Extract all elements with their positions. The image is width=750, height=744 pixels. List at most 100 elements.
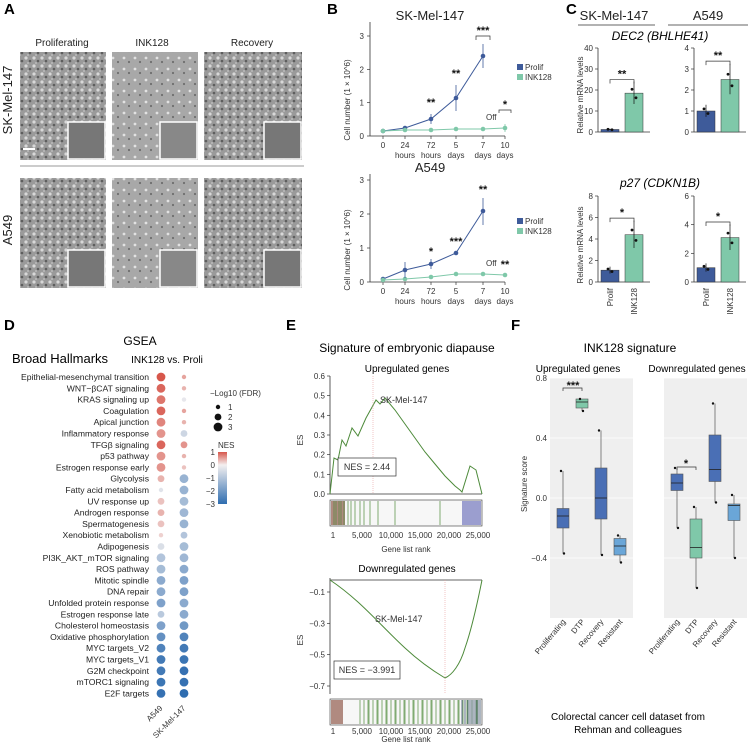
c-dec2-a549-ytick: 0 <box>685 128 690 137</box>
c-p27-skmel-ytick: 2 <box>589 257 594 266</box>
d-dot-a549 <box>156 395 166 404</box>
e-up-ytick: 0.1 <box>314 470 326 479</box>
e-up-xtick: 15,000 <box>408 531 433 540</box>
f-caption-2: Rehman and colleagues <box>574 725 682 736</box>
d-nes-tick: −3 <box>206 500 216 509</box>
c-p27-a549-xcat: INK128 <box>726 287 735 314</box>
d-dot-a549 <box>156 564 166 574</box>
d-dot-skmel147 <box>180 430 188 437</box>
d-dot-skmel147 <box>179 564 189 574</box>
d-hallmark-label: Coagulation <box>103 406 149 416</box>
b-bottom-xtick: 5 <box>454 287 459 296</box>
e-up-xtick: 20,000 <box>437 531 462 540</box>
e-up-ytick: 0.5 <box>314 392 326 401</box>
d-dot-a549 <box>156 689 166 698</box>
b-top-title: SK-Mel-147 <box>396 8 465 23</box>
c-gene1: DEC2 (BHLHE41) <box>612 29 709 43</box>
c-p27-skmel-ytick: 8 <box>589 192 594 201</box>
b-bottom-sig-10d: ** <box>501 259 510 271</box>
b-bottom-off-label: Off <box>486 259 497 268</box>
b-top-xunit: days <box>497 151 514 160</box>
d-dot-skmel147 <box>179 587 189 597</box>
c-dec2-a549-ytick: 3 <box>685 65 690 74</box>
d-hallmark-label: Cholesterol homeostasis <box>55 621 149 631</box>
b-top-ytick: 0 <box>360 132 365 141</box>
d-dot-a549 <box>156 677 166 687</box>
c-p27-skmel-ytick: 6 <box>589 214 594 223</box>
d-hallmark-label: Adipogenesis <box>97 542 149 552</box>
b-bottom-ytick: 2 <box>360 210 365 219</box>
d-hallmark-label: Epithelial-mesenchymal transition <box>21 372 149 382</box>
d-dot-a549 <box>157 610 165 618</box>
d-dot-a549 <box>157 497 165 505</box>
d-fdr-legend-label: 1 <box>228 403 233 412</box>
e-down-ytick: −0.3 <box>309 619 325 628</box>
panel-letter-c: C <box>566 1 577 18</box>
b-top-xtick: 7 <box>481 141 486 150</box>
c-p27-a549-ytick: 4 <box>685 221 690 230</box>
c-header-a549: A549 <box>693 8 723 23</box>
d-dot-a549 <box>156 598 166 608</box>
d-compare: INK128 vs. Proli <box>131 355 203 366</box>
d-dot-skmel147 <box>179 666 189 676</box>
d-dot-a549 <box>156 463 166 472</box>
d-nes-tick: −2 <box>206 487 216 496</box>
d-hallmark-label: Androgen response <box>74 508 149 518</box>
c-header-skmel: SK-Mel-147 <box>580 8 649 23</box>
d-fdr-legend-dot <box>214 413 222 421</box>
d-dot-a549 <box>157 475 165 483</box>
f-down-xcat: Proliferating <box>647 618 681 656</box>
e-up-nes: NES = 2.44 <box>344 462 390 472</box>
d-hallmark-label: WNT−βCAT signaling <box>67 383 149 393</box>
row-label-skmel147: SK-Mel-147 <box>0 66 15 135</box>
d-hallmark-label: Mitotic spindle <box>95 575 150 585</box>
b-bottom-ink128-line <box>382 273 506 281</box>
f-up-box-dtp <box>575 398 589 409</box>
d-dot-a549 <box>156 655 166 664</box>
d-dot-a549 <box>156 643 166 653</box>
f-down-sig: * <box>684 458 689 470</box>
f-title: INK128 signature <box>584 341 677 355</box>
d-dot-skmel147 <box>179 689 189 698</box>
d-dot-a549 <box>158 487 164 493</box>
d-dot-a549 <box>156 372 166 382</box>
e-down-xlabel: Gene list rank <box>381 735 431 744</box>
col-label-recovery: Recovery <box>231 38 273 49</box>
b-top-ytick: 3 <box>360 32 365 41</box>
d-dot-skmel147 <box>181 408 187 414</box>
panel-f: INK128 signature Upregulated genes Downr… <box>520 341 747 736</box>
d-dot-a549 <box>158 533 164 538</box>
d-hallmark-label: KRAS signaling up <box>77 395 149 405</box>
d-hallmark-label: TFGβ signaling <box>91 440 150 450</box>
e-down-xtick: 25,000 <box>466 727 491 736</box>
d-nes-title: NES <box>218 441 234 450</box>
e-title: Signature of embryonic diapause <box>319 341 495 355</box>
panel-d: GSEA Broad Hallmarks INK128 vs. Proli −L… <box>12 334 261 740</box>
f-down-xcat: DTP <box>683 618 700 636</box>
d-dot-skmel147 <box>181 397 187 402</box>
b-top-xtick: 24 <box>401 141 410 150</box>
e-down-rank-bar <box>329 698 483 726</box>
d-dot-skmel147 <box>181 420 187 425</box>
e-down-ytick: −0.7 <box>309 682 325 691</box>
b-bottom-prolif-line <box>382 210 484 280</box>
e-down-label: SK-Mel-147 <box>375 614 423 624</box>
b-top-xunit: hours <box>395 151 415 160</box>
f-down-box-proliferating <box>670 473 684 491</box>
d-dot-skmel147 <box>179 598 189 608</box>
e-down-subtitle: Downregulated genes <box>358 564 455 575</box>
b-bottom-xtick: 7 <box>481 287 486 296</box>
d-dot-skmel147 <box>181 386 187 391</box>
d-dot-skmel147 <box>179 542 189 551</box>
d-dot-skmel147 <box>179 643 189 653</box>
b-bottom-xunit: hours <box>421 297 441 306</box>
d-fdr-title: −Log10 (FDR) <box>210 389 261 398</box>
e-down-ytick: −0.1 <box>309 588 325 597</box>
b-bottom-xunit: days <box>475 297 492 306</box>
e-down-xtick: 10,000 <box>379 727 404 736</box>
b-bottom-ytick: 3 <box>360 176 365 185</box>
f-down-box-recovery <box>708 434 722 482</box>
d-hallmark-label: PI3K_AKT_mTOR signaling <box>43 553 150 563</box>
b-top-legend-ink128: INK128 <box>525 73 552 82</box>
f-sub-up: Upregulated genes <box>536 364 621 375</box>
